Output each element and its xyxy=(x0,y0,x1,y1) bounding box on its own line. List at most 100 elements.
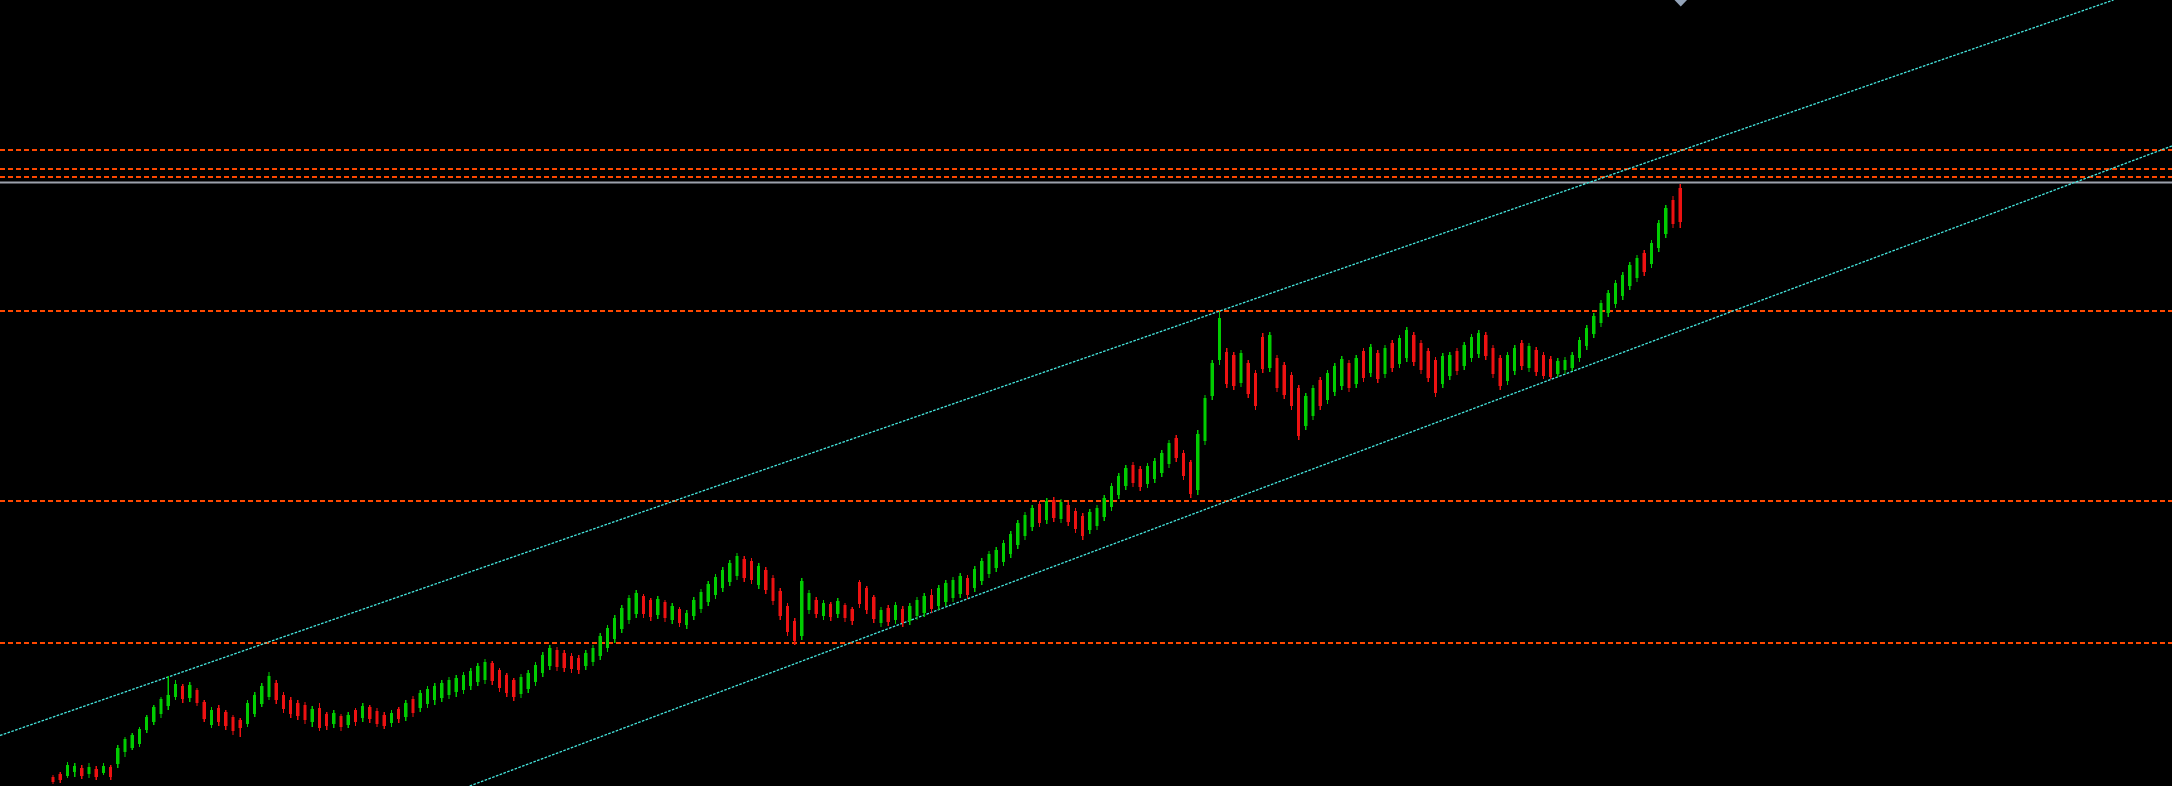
candle xyxy=(303,702,307,724)
candle xyxy=(1556,358,1560,377)
candle xyxy=(101,763,105,775)
candle xyxy=(202,700,206,722)
candle xyxy=(814,597,818,618)
candle xyxy=(1354,355,1358,388)
candle xyxy=(490,661,494,685)
candle xyxy=(317,703,321,731)
candle xyxy=(706,581,710,606)
candle xyxy=(1138,466,1142,491)
candle xyxy=(965,575,969,599)
candle xyxy=(339,714,343,731)
candle xyxy=(584,650,588,670)
candle xyxy=(1095,505,1099,530)
candle xyxy=(310,706,314,727)
candle xyxy=(1109,483,1113,511)
candle xyxy=(325,712,329,730)
candle xyxy=(1678,184,1682,228)
candle xyxy=(382,712,386,729)
candle xyxy=(1001,540,1005,566)
candle xyxy=(173,680,177,700)
candle xyxy=(944,580,948,606)
candle xyxy=(1304,393,1308,430)
candle xyxy=(922,593,926,617)
candle xyxy=(1534,347,1538,376)
candle xyxy=(368,705,372,723)
candle xyxy=(123,737,127,757)
candle xyxy=(505,673,509,697)
candle xyxy=(512,678,516,701)
candle xyxy=(1592,313,1596,338)
candle xyxy=(224,710,228,730)
candle xyxy=(1052,497,1056,522)
arrow-marker-layer[interactable] xyxy=(1674,0,1688,7)
horizontal-level-lines[interactable] xyxy=(0,149,2172,644)
candle xyxy=(641,594,645,618)
candle xyxy=(591,645,595,666)
down-arrow-marker[interactable] xyxy=(1674,0,1688,7)
candle xyxy=(893,602,897,624)
candle xyxy=(958,573,962,598)
candle xyxy=(58,772,62,783)
candle xyxy=(1181,450,1185,480)
trendline-lower[interactable] xyxy=(469,145,2172,786)
candle xyxy=(1549,356,1553,379)
candle xyxy=(649,598,653,621)
candle xyxy=(929,589,933,613)
candle xyxy=(1297,385,1301,440)
candle xyxy=(1217,312,1221,365)
candle xyxy=(901,606,905,627)
candle xyxy=(526,670,530,693)
candle xyxy=(1369,344,1373,377)
candle xyxy=(908,603,912,625)
candle xyxy=(1520,340,1524,370)
trendline-upper[interactable] xyxy=(0,0,2114,737)
candle xyxy=(87,763,91,778)
candle xyxy=(116,745,120,768)
candle xyxy=(548,645,552,670)
candle xyxy=(1361,348,1365,382)
candle xyxy=(1613,280,1617,308)
candle xyxy=(778,588,782,620)
candle xyxy=(692,597,696,620)
candle xyxy=(757,563,761,589)
candle xyxy=(1585,325,1589,350)
candle xyxy=(886,605,890,626)
candle xyxy=(879,607,883,627)
candle xyxy=(483,659,487,684)
candle xyxy=(1498,355,1502,390)
candle xyxy=(1225,348,1229,388)
candle xyxy=(1045,498,1049,524)
candle xyxy=(634,590,638,618)
candle xyxy=(425,686,429,708)
candle xyxy=(476,663,480,686)
candle xyxy=(145,715,149,733)
candle xyxy=(181,684,185,703)
candle xyxy=(1433,357,1437,397)
candle xyxy=(1477,330,1481,358)
candle xyxy=(677,607,681,627)
candle xyxy=(1340,356,1344,390)
candle xyxy=(433,683,437,705)
candle xyxy=(670,603,674,624)
candle xyxy=(73,763,77,777)
candle xyxy=(836,598,840,618)
candle xyxy=(749,558,753,584)
candle xyxy=(253,692,257,717)
candle xyxy=(829,602,833,621)
candle xyxy=(166,676,170,710)
candle xyxy=(1513,345,1517,375)
candle xyxy=(289,697,293,718)
candle xyxy=(267,672,271,700)
candle xyxy=(94,766,98,780)
candle xyxy=(771,575,775,605)
candle xyxy=(915,597,919,620)
candle xyxy=(1563,357,1567,374)
candle xyxy=(1282,362,1286,399)
candle xyxy=(397,707,401,723)
candle xyxy=(519,674,523,698)
candle xyxy=(1261,333,1265,373)
candle xyxy=(620,605,624,633)
